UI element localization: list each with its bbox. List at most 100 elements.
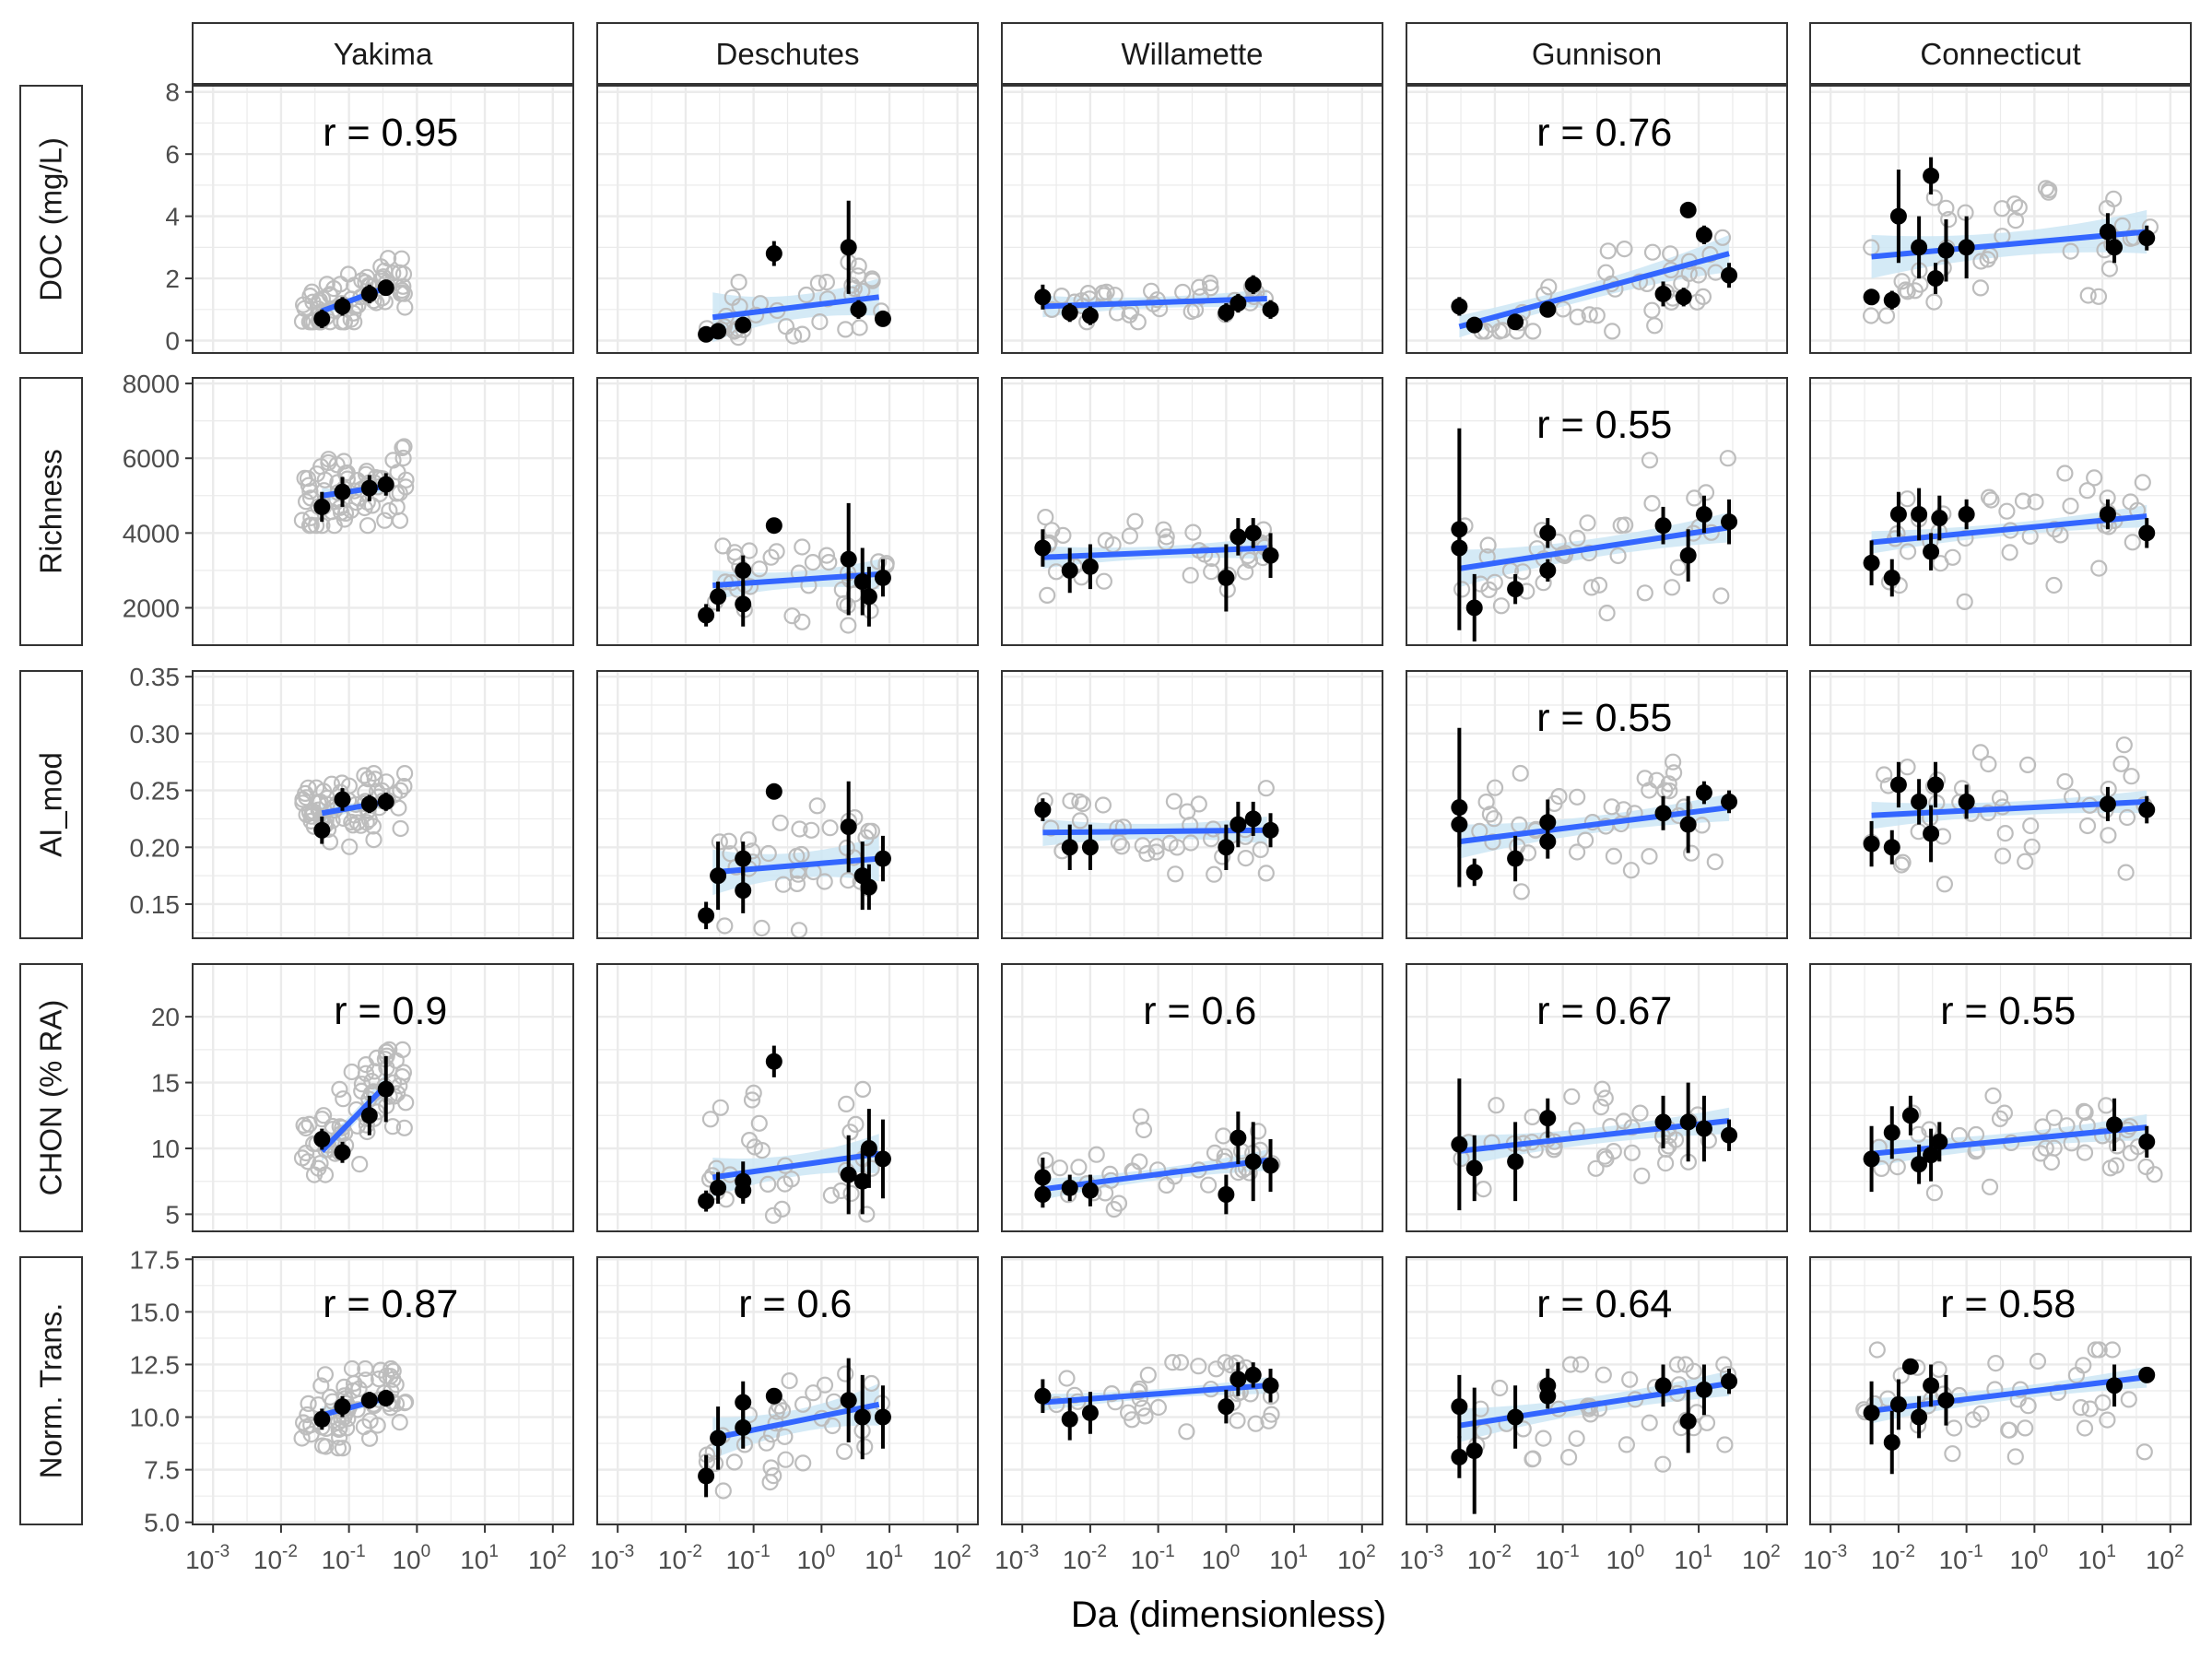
raw-point (344, 817, 362, 834)
raw-point (2115, 736, 2133, 754)
raw-point (365, 764, 382, 782)
facet-strip-label: Willamette (1121, 37, 1263, 71)
site-mean-point (1218, 569, 1235, 586)
raw-point (788, 875, 806, 893)
x-tick-label: 10-1 (726, 1542, 771, 1574)
raw-point (1991, 1110, 2009, 1128)
raw-point (1595, 1147, 1614, 1165)
raw-point (335, 1378, 353, 1396)
raw-point (2034, 1118, 2052, 1135)
raw-point (1581, 306, 1598, 324)
site-mean-point (313, 1131, 331, 1147)
raw-point (2117, 864, 2135, 881)
raw-point (2078, 817, 2097, 835)
panel-willamette-row0-frame (1001, 85, 1383, 354)
raw-point (1971, 744, 1989, 761)
raw-point (299, 1406, 316, 1424)
site-mean-point (2099, 506, 2116, 524)
site-mean-point (1081, 839, 1099, 856)
panel-yakima-row4-frame (192, 1256, 574, 1525)
site-mean-point (1695, 226, 1712, 243)
y-tick-label: 17.5 (130, 1245, 181, 1274)
facet-strip-connecticut (1809, 22, 2192, 85)
x-tick-label: 101 (2077, 1542, 2116, 1574)
raw-point (394, 439, 411, 456)
site-mean-point (1244, 524, 1262, 542)
site-mean-point (2106, 239, 2124, 256)
panel-gunnison-row1-frame (1406, 377, 1788, 646)
raw-point (1925, 293, 1943, 311)
panel-connecticut-row0-frame (1809, 85, 2192, 354)
raw-point (1596, 1089, 1614, 1107)
site-mean-point (874, 1150, 891, 1168)
raw-point (1568, 843, 1586, 861)
raw-point (1134, 837, 1151, 854)
x-tick-label: 10-2 (658, 1542, 702, 1574)
site-mean-point (1034, 1387, 1052, 1405)
site-mean-point (1695, 784, 1712, 802)
raw-point (1868, 1341, 1886, 1359)
site-mean-point (2138, 229, 2156, 247)
x-tick-label: 10-1 (1939, 1542, 1983, 1574)
site-mean-point (1218, 1186, 1235, 1203)
x-tick-label: 101 (460, 1542, 499, 1574)
raw-point (1074, 794, 1092, 813)
raw-point (1486, 779, 1504, 796)
raw-point (315, 1107, 333, 1124)
y-tick-label: 15.0 (130, 1298, 181, 1326)
raw-point (353, 1076, 371, 1093)
raw-point (391, 1413, 408, 1431)
site-mean-point (1061, 561, 1078, 579)
facet-strip-label: Yakima (334, 37, 433, 71)
correlation-annotation: r = 0.55 (1536, 696, 1672, 740)
raw-point (716, 917, 734, 935)
raw-point (804, 553, 822, 571)
panel-gunnison-row0-confidence-band (1459, 234, 1730, 338)
raw-point (2045, 1139, 2063, 1157)
site-mean-point (1679, 1413, 1697, 1430)
raw-point (781, 1371, 798, 1390)
raw-point (1590, 576, 1608, 594)
site-mean-point (334, 1398, 351, 1416)
site-mean-point (1465, 599, 1483, 617)
site-mean-point (1883, 1433, 1900, 1451)
raw-point (764, 1206, 782, 1224)
row-strip-1 (19, 377, 83, 646)
raw-point (1633, 1167, 1651, 1184)
site-mean-point (1034, 288, 1052, 306)
y-tick-label: 0.25 (130, 777, 181, 806)
x-axis-title: Da (dimensionless) (1071, 1594, 1386, 1635)
y-tick-label: 8000 (123, 370, 180, 398)
raw-point (1098, 283, 1115, 300)
raw-point (1636, 584, 1653, 602)
raw-point (2118, 808, 2136, 827)
panel-connecticut-row1-frame (1809, 377, 2192, 646)
raw-point (1932, 555, 1949, 572)
raw-point (818, 547, 836, 564)
raw-point (372, 258, 390, 276)
site-mean-point (1451, 298, 1468, 315)
raw-point (1249, 1123, 1267, 1140)
raw-point (1598, 604, 1616, 622)
site-mean-point (1927, 270, 1945, 288)
site-mean-point (1539, 814, 1557, 831)
raw-point (300, 1115, 318, 1133)
raw-point (338, 464, 356, 482)
raw-point (2090, 1341, 2108, 1359)
site-mean-point (1958, 506, 1975, 524)
raw-point (1524, 323, 1542, 340)
raw-point (1166, 1168, 1183, 1185)
raw-point (1615, 801, 1632, 818)
raw-point (1641, 847, 1658, 865)
site-mean-point (377, 1080, 394, 1098)
raw-point (388, 485, 406, 502)
raw-point (793, 845, 810, 864)
raw-point (730, 274, 747, 291)
raw-point (820, 553, 838, 571)
site-mean-point (1889, 1395, 1907, 1413)
site-mean-point (2106, 1377, 2124, 1394)
raw-point (822, 1186, 841, 1205)
raw-point (394, 281, 411, 300)
raw-point (791, 820, 808, 838)
raw-point (1182, 302, 1200, 321)
